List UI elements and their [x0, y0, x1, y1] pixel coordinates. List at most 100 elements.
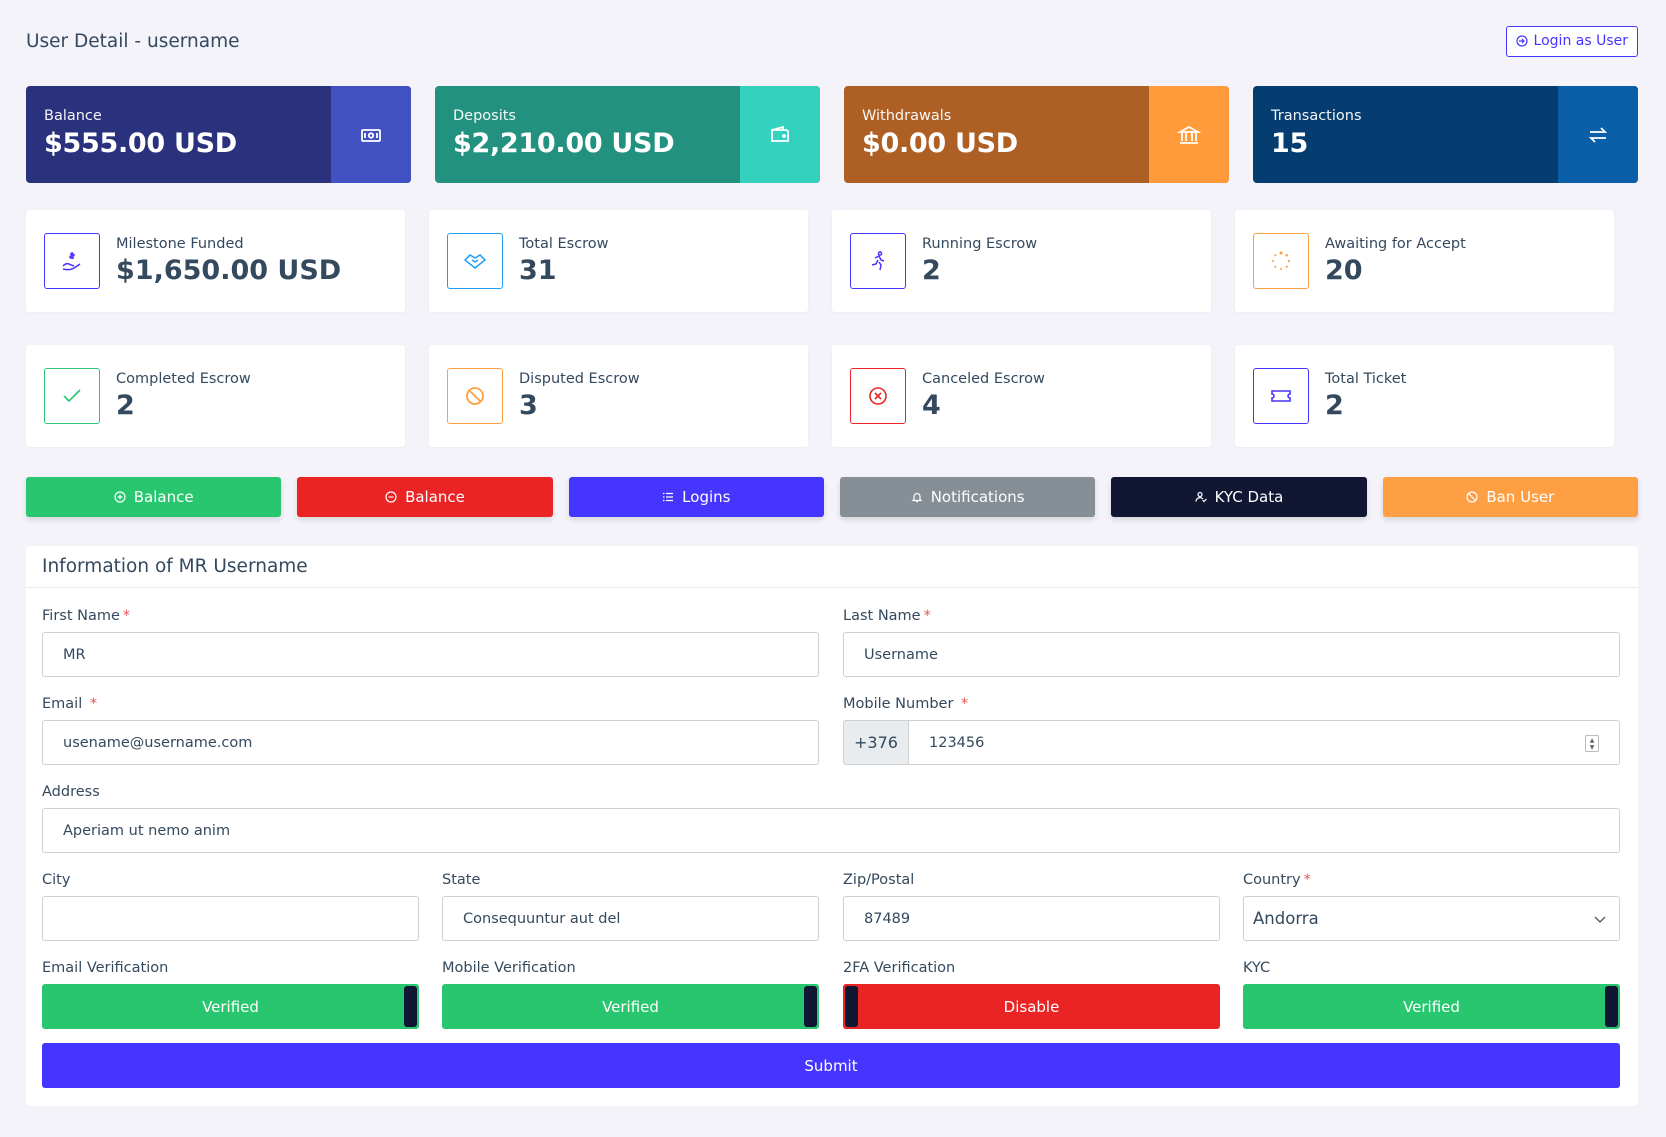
widget-icon-box: [740, 86, 820, 183]
stat-text: Disputed Escrow 3: [519, 371, 640, 421]
login-as-user-label: Login as User: [1533, 33, 1628, 49]
ban-user-label: Ban User: [1486, 488, 1555, 506]
subtract-balance-button[interactable]: Balance: [297, 477, 553, 517]
stat-milestone-funded[interactable]: Milestone Funded $1,650.00 USD: [26, 210, 405, 312]
sign-in-icon: [1515, 35, 1528, 47]
kyc-label: KYC: [1243, 960, 1271, 976]
stat-value: $1,650.00 USD: [116, 255, 342, 287]
email-verification-label: Email Verification: [42, 960, 169, 976]
page-title: User Detail - username: [26, 30, 240, 52]
stat-value: 2: [1325, 390, 1344, 422]
mobile-input[interactable]: 123456 ▲ ▼: [908, 720, 1620, 765]
stat-text: Milestone Funded $1,650.00 USD: [116, 236, 341, 286]
zip-label: Zip/Postal: [843, 872, 915, 888]
widget-deposits-body: Deposits $2,210.00 USD: [435, 86, 740, 183]
required-mark: *: [89, 696, 98, 712]
last-name-input[interactable]: Username: [843, 632, 1620, 677]
stat-title: Total Escrow: [519, 236, 609, 253]
email-verification-toggle[interactable]: Verified: [42, 984, 419, 1029]
widget-transactions[interactable]: Transactions 15: [1253, 86, 1638, 183]
stat-icon-box: [1253, 233, 1309, 289]
widget-deposits[interactable]: Deposits $2,210.00 USD: [435, 86, 820, 183]
state-label: State: [442, 872, 481, 888]
widget-amount: 15: [1271, 128, 1308, 159]
info-card-title: Information of MR Username: [26, 546, 1638, 588]
stat-title: Disputed Escrow: [519, 371, 640, 388]
stat-title: Awaiting for Accept: [1325, 236, 1466, 253]
address-label: Address: [42, 784, 100, 800]
widget-amount: $2,210.00 USD: [453, 128, 675, 159]
ban-icon: [1466, 491, 1478, 503]
first-name-input[interactable]: MR: [42, 632, 819, 677]
money-bill-icon: [361, 128, 381, 142]
login-as-user-button[interactable]: Login as User: [1505, 25, 1638, 57]
kyc-toggle[interactable]: Verified: [1243, 984, 1620, 1029]
ban-icon: [466, 387, 484, 405]
submit-button[interactable]: Submit: [42, 1043, 1620, 1088]
hand-holding-dollar-icon: [62, 252, 81, 271]
widget-balance[interactable]: Balance $555.00 USD: [26, 86, 411, 183]
running-person-icon: [871, 251, 885, 271]
check-icon: [63, 389, 81, 403]
stats-row-1: Milestone Funded $1,650.00 USD Total Esc…: [26, 210, 1614, 312]
kyc-data-button[interactable]: KYC Data: [1111, 477, 1367, 517]
toggle-state: Verified: [1403, 997, 1460, 1016]
stat-total-ticket[interactable]: Total Ticket 2: [1235, 345, 1614, 447]
times-circle-icon: [869, 387, 887, 405]
address-input[interactable]: Aperiam ut nemo anim: [42, 808, 1620, 853]
stat-completed-escrow[interactable]: Completed Escrow 2: [26, 345, 405, 447]
last-name-label: Last Name *: [843, 608, 931, 624]
country-select[interactable]: Andorra: [1243, 896, 1620, 941]
mobile-verification-toggle[interactable]: Verified: [442, 984, 819, 1029]
bell-icon: [911, 492, 923, 503]
state-input[interactable]: Consequuntur aut del: [442, 896, 819, 941]
list-icon: [663, 492, 674, 502]
stat-icon-box: [447, 368, 503, 424]
stat-awaiting-accept[interactable]: Awaiting for Accept 20: [1235, 210, 1614, 312]
user-info-card: Information of MR Username First Name * M…: [26, 546, 1638, 1106]
city-input[interactable]: [42, 896, 419, 941]
zip-input[interactable]: 87489: [843, 896, 1220, 941]
number-spinner-icon[interactable]: ▲ ▼: [1585, 735, 1599, 752]
stat-title: Total Ticket: [1325, 371, 1407, 388]
city-label: City: [42, 872, 71, 888]
stat-icon-box: [447, 233, 503, 289]
stat-canceled-escrow[interactable]: Canceled Escrow 4: [832, 345, 1211, 447]
logins-button[interactable]: Logins: [568, 477, 824, 517]
stat-text: Awaiting for Accept 20: [1325, 236, 1466, 286]
ticket-icon: [1271, 390, 1291, 402]
stat-text: Completed Escrow 2: [116, 371, 251, 421]
toggle-knob: [845, 986, 858, 1027]
widget-label: Transactions: [1271, 108, 1362, 124]
required-mark: *: [923, 608, 931, 624]
stat-text: Canceled Escrow 4: [922, 371, 1045, 421]
stat-title: Completed Escrow: [116, 371, 251, 388]
stat-total-escrow[interactable]: Total Escrow 31: [429, 210, 808, 312]
stat-icon-box: [850, 368, 906, 424]
email-input[interactable]: usename@username.com: [42, 720, 819, 765]
toggle-state: Disable: [1003, 997, 1060, 1016]
stat-value: 2: [922, 255, 941, 287]
widget-icon-box: [1558, 86, 1638, 183]
country-label: Country *: [1243, 872, 1311, 888]
add-balance-label: Balance: [133, 488, 194, 506]
2fa-verification-toggle[interactable]: Disable: [843, 984, 1220, 1029]
widget-balance-body: Balance $555.00 USD: [26, 86, 331, 183]
notifications-button[interactable]: Notifications: [839, 477, 1096, 517]
widget-icon-box: [1149, 86, 1229, 183]
ban-user-button[interactable]: Ban User: [1382, 477, 1638, 517]
widget-withdrawals-body: Withdrawals $0.00 USD: [844, 86, 1149, 183]
stat-running-escrow[interactable]: Running Escrow 2: [832, 210, 1211, 312]
mobile-verification-label: Mobile Verification: [442, 960, 576, 976]
toggle-state: Verified: [202, 997, 259, 1016]
stat-value: 4: [922, 390, 941, 422]
page-header: User Detail - username Login as User: [26, 24, 1638, 58]
minus-circle-icon: [385, 491, 397, 503]
widget-withdrawals[interactable]: Withdrawals $0.00 USD: [844, 86, 1229, 183]
widget-amount: $555.00 USD: [44, 128, 237, 159]
add-balance-button[interactable]: Balance: [26, 477, 282, 517]
toggle-knob: [804, 986, 817, 1027]
stat-disputed-escrow[interactable]: Disputed Escrow 3: [429, 345, 808, 447]
email-label: Email *: [42, 696, 98, 712]
toggle-knob: [1605, 986, 1618, 1027]
